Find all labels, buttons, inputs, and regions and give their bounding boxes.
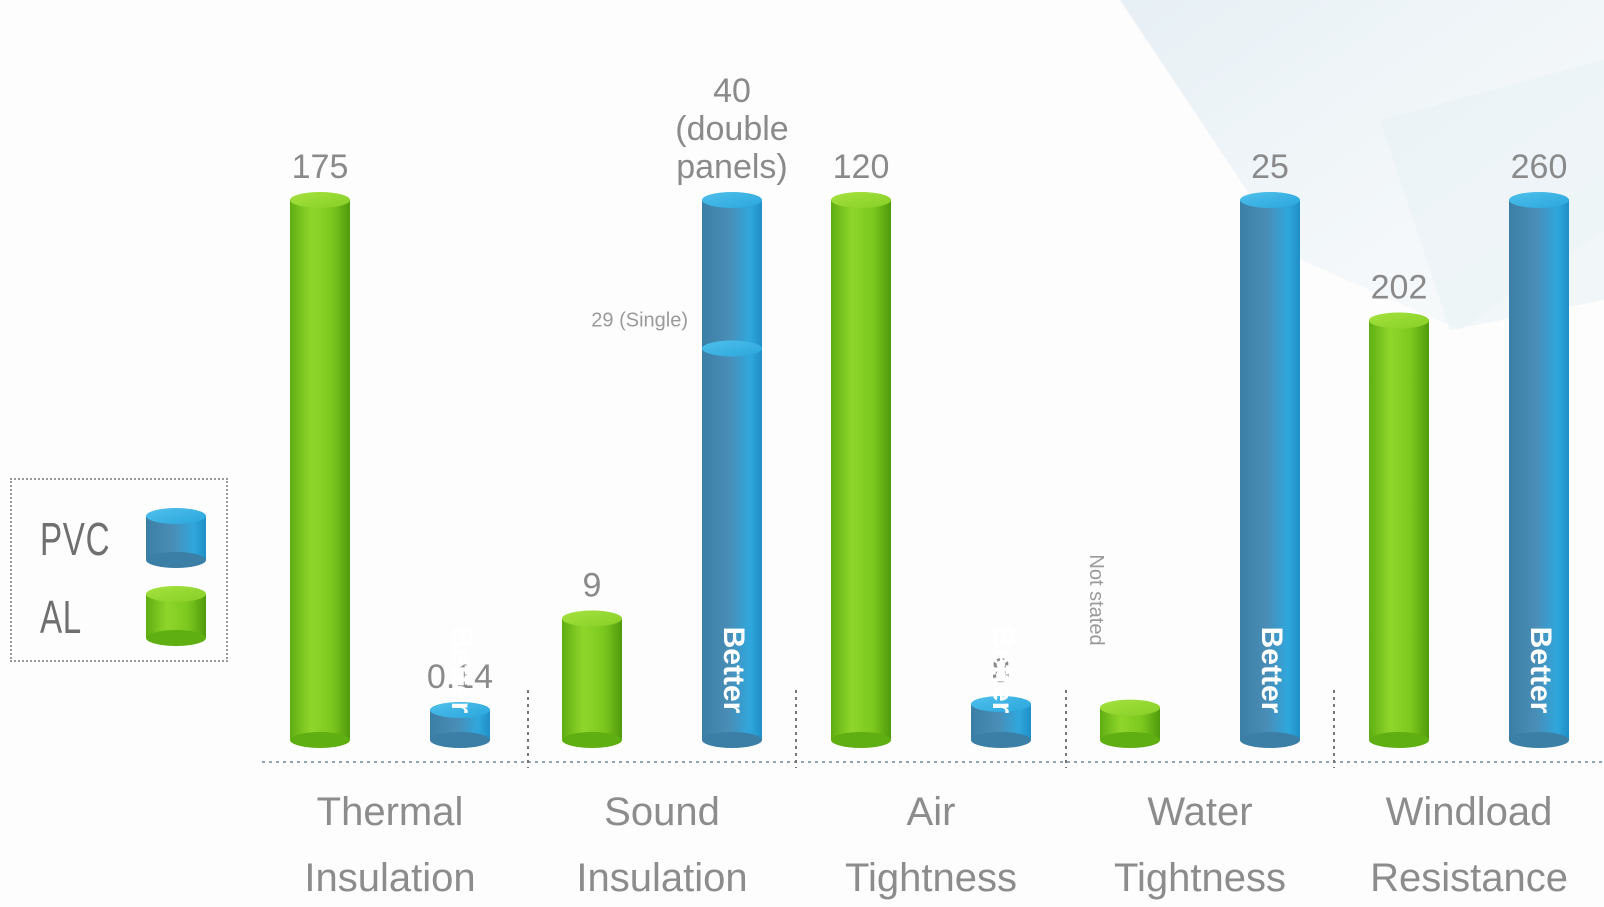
category-label-5: Windload: [1386, 790, 1553, 834]
bar-pvc-3: [971, 696, 1031, 748]
bar-pvc-4: [1240, 192, 1300, 748]
category-label-1: Thermal: [317, 790, 464, 834]
category-label-4: Tightness: [1114, 856, 1286, 900]
better-label-5: Better: [1524, 627, 1557, 714]
bar-al-2: [562, 610, 622, 748]
category-label-2: Insulation: [576, 856, 747, 900]
legend-item-al: AL: [40, 584, 220, 646]
category-label-5: Resistance: [1370, 856, 1568, 900]
better-label-3: Better: [986, 627, 1019, 714]
bar-al-3: [831, 192, 891, 748]
category-label-4: Water: [1147, 790, 1252, 834]
category-label-2: Sound: [604, 790, 720, 834]
category-label-3: Air: [907, 790, 956, 834]
data-label-pvc-3: 8: [992, 652, 1011, 690]
data-label-al-3: 120: [833, 148, 890, 186]
better-label-1: Better: [445, 627, 478, 714]
better-label-4: Better: [1255, 627, 1288, 714]
bar-pvc-2: [702, 192, 762, 748]
data-label-al-1: 175: [292, 148, 349, 186]
data-label-pvc-2: (double: [675, 110, 788, 148]
legend-swatch-pvc: [146, 508, 206, 568]
legend-item-pvc: PVC: [40, 506, 220, 568]
bar-al-5: [1369, 312, 1429, 748]
x-axis: [262, 690, 1604, 768]
inner-marker: [702, 340, 762, 357]
bar-pvc-1: [430, 702, 490, 748]
data-label-pvc-5: 260: [1511, 148, 1568, 186]
legend-label-al: AL: [40, 591, 82, 643]
category-label-3: Tightness: [845, 856, 1017, 900]
data-label-al-2: 9: [583, 567, 602, 605]
inner-marker-label: 29 (Single): [591, 310, 688, 332]
legend: PVC AL: [10, 478, 228, 662]
vertical-note: Not stated: [1085, 554, 1107, 645]
data-label-pvc-4: 25: [1251, 148, 1289, 186]
data-label-pvc-2: panels): [676, 148, 788, 186]
data-label-pvc-2: 40: [713, 72, 751, 110]
bar-pvc-5: [1509, 192, 1569, 748]
better-label-2: Better: [717, 627, 750, 714]
bar-al-1: [290, 192, 350, 748]
legend-label-pvc: PVC: [40, 513, 111, 565]
data-label-al-5: 202: [1371, 268, 1428, 306]
category-label-1: Insulation: [304, 856, 475, 900]
bar-al-4: [1100, 699, 1160, 748]
data-label-pvc-1: 0.14: [427, 658, 493, 696]
legend-swatch-al: [146, 586, 206, 646]
